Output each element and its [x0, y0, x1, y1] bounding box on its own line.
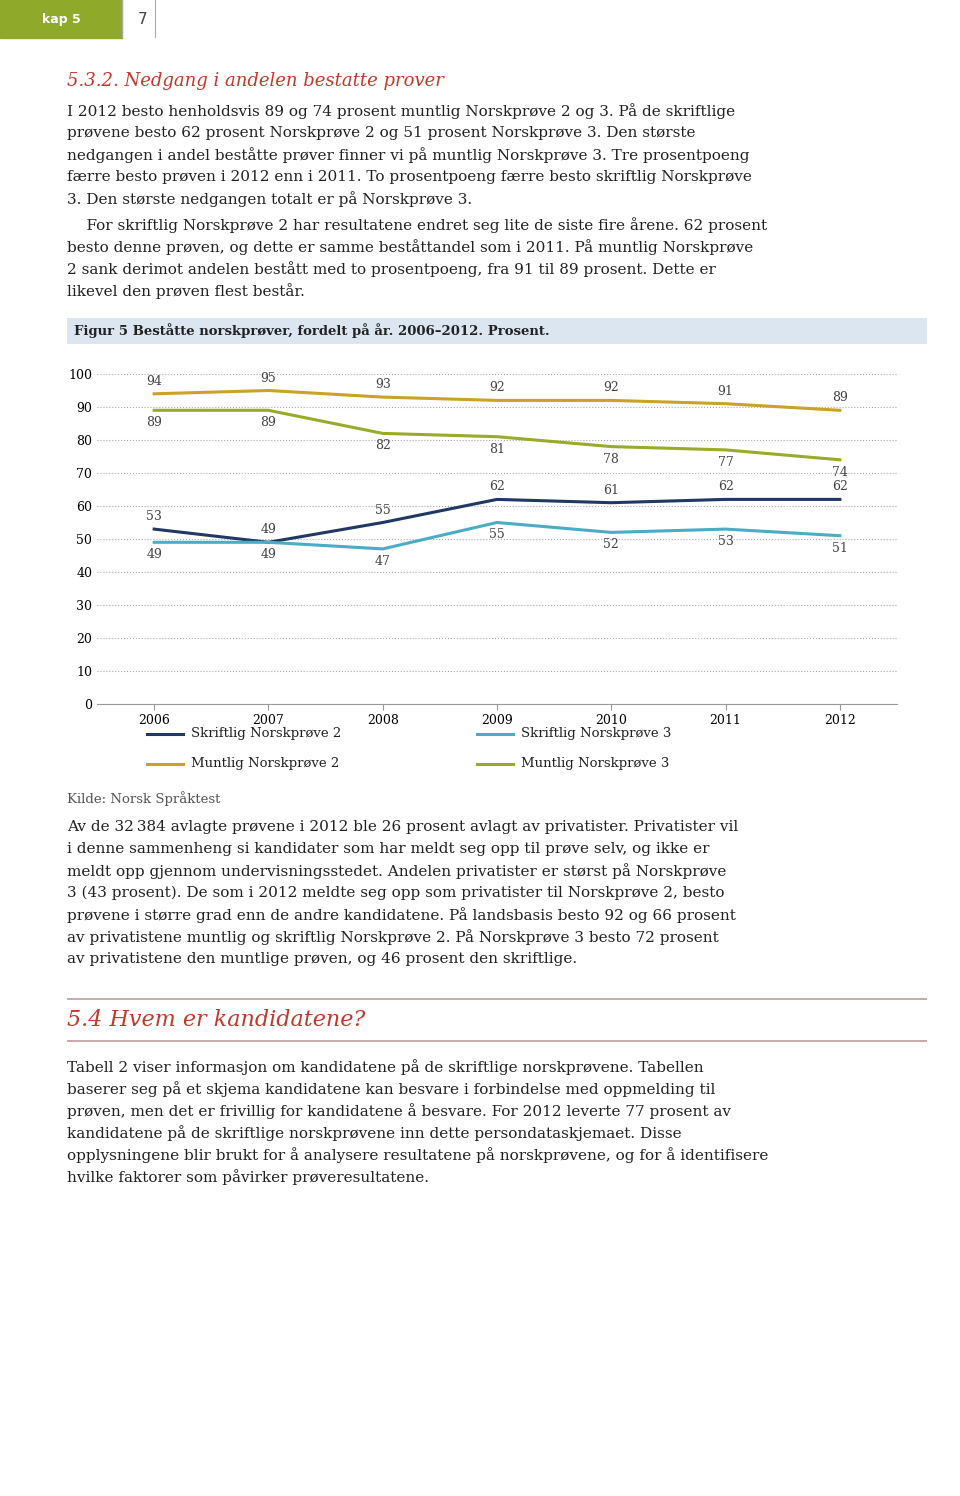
Text: meldt opp gjennom undervisningsstedet. Andelen privatister er størst på Norskprø: meldt opp gjennom undervisningsstedet. A… [67, 863, 727, 880]
Text: Av de 32 384 avlagte prøvene i 2012 ble 26 prosent avlagt av privatister. Privat: Av de 32 384 avlagte prøvene i 2012 ble … [67, 820, 738, 833]
Text: Figur 5 Beståtte norskprøver, fordelt på år. 2006–2012. Prosent.: Figur 5 Beståtte norskprøver, fordelt på… [74, 323, 549, 338]
Text: kandidatene på de skriftlige norskprøvene inn dette persondataskjemaet. Disse: kandidatene på de skriftlige norskprøven… [67, 1125, 682, 1141]
Text: 49: 49 [260, 548, 276, 561]
Text: 78: 78 [603, 452, 619, 465]
Text: av privatistene den muntlige prøven, og 46 prosent den skriftlige.: av privatistene den muntlige prøven, og … [67, 951, 577, 966]
Text: prøvene i større grad enn de andre kandidatene. På landsbasis besto 92 og 66 pro: prøvene i større grad enn de andre kandi… [67, 907, 736, 923]
Text: 95: 95 [260, 371, 276, 384]
Text: 55: 55 [490, 528, 505, 542]
Text: besto denne prøven, og dette er samme beståttandel som i 2011. På muntlig Norskp: besto denne prøven, og dette er samme be… [67, 239, 754, 254]
Text: 49: 49 [146, 548, 162, 561]
Text: 3. Den største nedgangen totalt er på Norskprøve 3.: 3. Den største nedgangen totalt er på No… [67, 191, 472, 206]
Text: 77: 77 [718, 456, 733, 468]
Text: For skriftlig Norskprøve 2 har resultatene endret seg lite de siste fire årene. : For skriftlig Norskprøve 2 har resultate… [67, 217, 767, 233]
Text: av privatistene muntlig og skriftlig Norskprøve 2. På Norskprøve 3 besto 72 pros: av privatistene muntlig og skriftlig Nor… [67, 929, 719, 945]
Text: færre besto prøven i 2012 enn i 2011. To prosentpoeng færre besto skriftlig Nors: færre besto prøven i 2012 enn i 2011. To… [67, 171, 752, 184]
Text: likevel den prøven flest består.: likevel den prøven flest består. [67, 283, 305, 299]
Text: Muntlig Norskprøve 2: Muntlig Norskprøve 2 [191, 757, 339, 770]
Text: opplysningene blir brukt for å analysere resultatene på norskprøvene, og for å i: opplysningene blir brukt for å analysere… [67, 1147, 768, 1162]
Text: Muntlig Norskprøve 3: Muntlig Norskprøve 3 [521, 757, 669, 770]
Text: 61: 61 [603, 483, 619, 497]
Text: hvilke faktorer som påvirker prøveresultatene.: hvilke faktorer som påvirker prøveresult… [67, 1168, 429, 1185]
Text: 53: 53 [718, 536, 733, 548]
Text: 53: 53 [146, 510, 162, 524]
Text: Skriftlig Norskprøve 3: Skriftlig Norskprøve 3 [521, 727, 671, 741]
Text: 89: 89 [146, 416, 162, 429]
Text: i denne sammenheng si kandidater som har meldt seg opp til prøve selv, og ikke e: i denne sammenheng si kandidater som har… [67, 842, 709, 856]
Text: prøven, men det er frivillig for kandidatene å besvare. For 2012 leverte 77 pros: prøven, men det er frivillig for kandida… [67, 1103, 731, 1119]
Text: Kilde: Norsk Språktest: Kilde: Norsk Språktest [67, 791, 221, 806]
Text: 7: 7 [138, 12, 148, 27]
Text: kap 5: kap 5 [41, 12, 81, 25]
Text: nedgangen i andel beståtte prøver finner vi på muntlig Norskprøve 3. Tre prosent: nedgangen i andel beståtte prøver finner… [67, 147, 750, 163]
Text: 3 (43 prosent). De som i 2012 meldte seg opp som privatister til Norskprøve 2, b: 3 (43 prosent). De som i 2012 meldte seg… [67, 886, 725, 901]
Text: 89: 89 [832, 392, 848, 404]
Text: 5.4 Hvem er kandidatene?: 5.4 Hvem er kandidatene? [67, 1008, 365, 1031]
Text: Tabell 2 viser informasjon om kandidatene på de skriftlige norskprøvene. Tabelle: Tabell 2 viser informasjon om kandidaten… [67, 1059, 704, 1076]
Text: 92: 92 [490, 381, 505, 395]
Text: Skriftlig Norskprøve 2: Skriftlig Norskprøve 2 [191, 727, 341, 741]
Text: 81: 81 [489, 443, 505, 456]
Text: 52: 52 [604, 539, 619, 552]
Text: 89: 89 [260, 416, 276, 429]
Bar [0, 0, 122, 37]
Text: 93: 93 [374, 378, 391, 390]
Text: 51: 51 [832, 542, 848, 555]
Text: I 2012 besto henholdsvis 89 og 74 prosent muntlig Norskprøve 2 og 3. På de skrif: I 2012 besto henholdsvis 89 og 74 prosen… [67, 103, 735, 120]
Text: 62: 62 [832, 480, 848, 494]
Text: 62: 62 [718, 480, 733, 494]
Text: prøvene besto 62 prosent Norskprøve 2 og 51 prosent Norskprøve 3. Den største: prøvene besto 62 prosent Norskprøve 2 og… [67, 126, 695, 141]
Text: 82: 82 [374, 440, 391, 452]
Text: 49: 49 [260, 524, 276, 537]
Text: 92: 92 [604, 381, 619, 395]
Text: 47: 47 [374, 555, 391, 568]
Text: 62: 62 [489, 480, 505, 494]
Text: 2 sank derimot andelen bestått med to prosentpoeng, fra 91 til 89 prosent. Dette: 2 sank derimot andelen bestått med to pr… [67, 262, 716, 277]
Text: 55: 55 [374, 504, 391, 516]
Text: baserer seg på et skjema kandidatene kan besvare i forbindelse med oppmelding ti: baserer seg på et skjema kandidatene kan… [67, 1082, 715, 1097]
Text: 91: 91 [718, 384, 733, 398]
Text: 74: 74 [832, 465, 848, 479]
Text: 5.3.2. Nedgang i andelen bestatte prover: 5.3.2. Nedgang i andelen bestatte prover [67, 72, 444, 90]
Text: 94: 94 [146, 375, 162, 387]
